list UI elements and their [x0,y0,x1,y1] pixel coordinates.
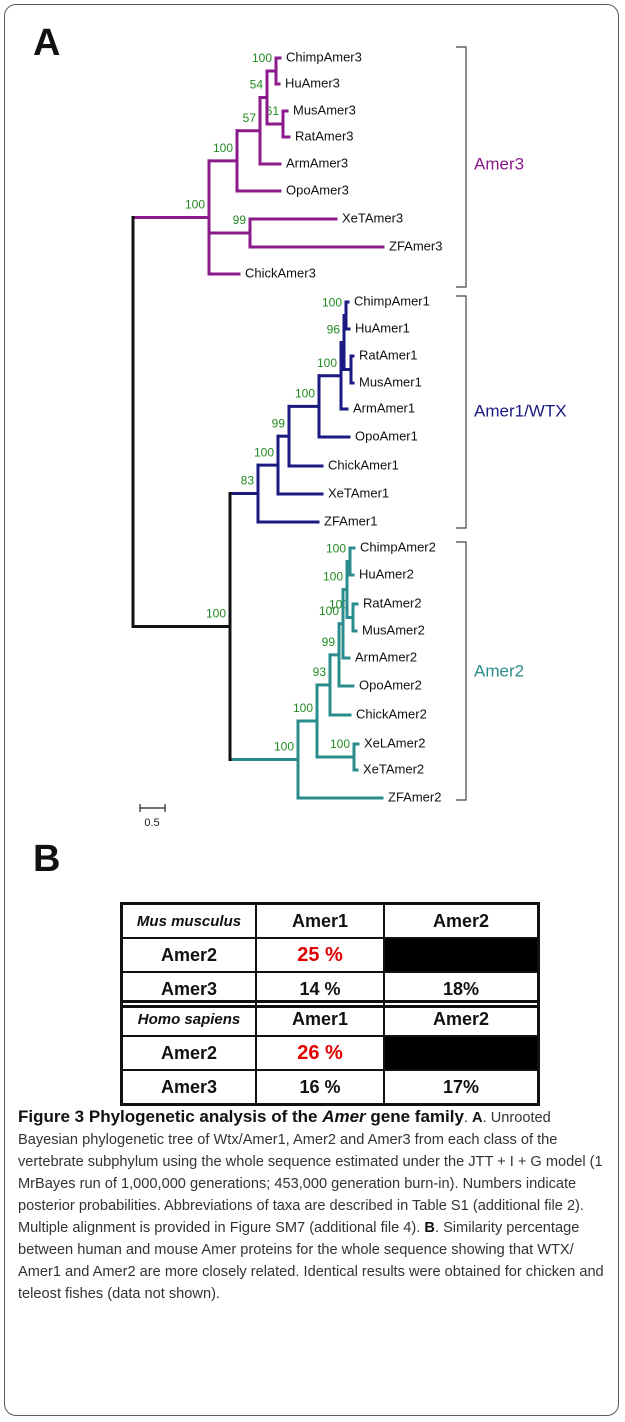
col-header-amer1: Amer1 [255,902,385,939]
cell-amer2-amer1: 26 % [255,1035,385,1071]
figure-frame [4,4,619,1416]
leaf-label: ChimpAmer2 [360,539,436,554]
leaf-label: ChickAmer1 [328,457,399,472]
table-species-label: Mus musculus [120,902,257,939]
cell-amer3-amer1: 16 % [255,1069,385,1106]
support-value: 99 [233,213,247,227]
clade-label: Amer1/WTX [474,401,567,420]
leaf-label: OpoAmer3 [286,182,349,197]
support-value: 100 [185,198,205,212]
leaf-label: XeTAmer1 [328,485,389,500]
cell-amer2-amer1: 25 % [255,937,385,973]
scale-bar-label: 0.5 [144,817,159,829]
row-header-amer3: Amer3 [120,1069,257,1106]
leaf-label: MusAmer3 [293,102,356,117]
support-value: 99 [322,635,336,649]
col-header-amer2: Amer2 [383,1000,540,1037]
similarity-table-mouse: Mus musculus Amer1 Amer2 Amer2 25 % Amer… [120,902,540,1008]
clade-label: Amer3 [474,154,524,173]
leaf-label: RatAmer1 [359,347,418,362]
support-value: 100 [206,607,226,621]
clade-bracket [456,541,467,801]
panel-a-label: A [33,22,61,64]
cell-amer2-amer2-blank [383,1035,540,1071]
leaf-label: ChimpAmer3 [286,49,362,64]
scale-bar [139,804,166,812]
leaf-label: ChickAmer2 [356,706,427,721]
leaf-label: OpoAmer2 [359,677,422,692]
support-value: 100 [330,737,350,751]
row-header-amer2: Amer2 [120,1035,257,1071]
clade-bracket [456,46,467,288]
leaf-label: MusAmer2 [362,622,425,637]
caption-panel-b-ref: B [424,1220,435,1236]
support-value: 100 [254,445,274,459]
caption-title: Figure 3 Phylogenetic analysis of the Am… [18,1107,464,1126]
support-value: 100 [322,296,342,310]
support-value: 93 [313,665,327,679]
leaf-label: OpoAmer1 [355,428,418,443]
support-value: 100 [317,356,337,370]
support-value: 100 [295,387,315,401]
leaf-label: RatAmer2 [363,595,422,610]
figure-caption: Figure 3 Phylogenetic analysis of the Am… [18,1107,604,1302]
leaf-label: ChickAmer3 [245,265,316,280]
clade-label: Amer2 [474,661,524,680]
leaf-label: MusAmer1 [359,374,422,389]
panel-b-label: B [33,838,61,880]
leaf-label: RatAmer3 [295,128,354,143]
support-value: 96 [327,323,341,337]
support-value: 100 [319,604,339,618]
caption-text-b: Similarity percentage between human and … [18,1220,604,1302]
row-header-amer2: Amer2 [120,937,257,973]
leaf-label: ZFAmer1 [324,513,377,528]
support-value: 83 [241,474,255,488]
leaf-label: XeTAmer2 [363,761,424,776]
similarity-table-human: Homo sapiens Amer1 Amer2 Amer2 26 % Amer… [120,1000,540,1106]
leaf-label: XeLAmer2 [364,735,425,750]
leaf-label: XeTAmer3 [342,210,403,225]
cell-amer3-amer2: 17% [383,1069,540,1106]
cell-amer2-amer2-blank [383,937,540,973]
leaf-label: ChimpAmer1 [354,293,430,308]
leaf-label: HuAmer1 [355,320,410,335]
leaf-label: ArmAmer1 [353,400,415,415]
support-value: 57 [243,111,257,125]
leaf-label: ZFAmer3 [389,238,442,253]
leaf-label: ArmAmer3 [286,155,348,170]
support-value: 100 [274,740,294,754]
col-header-amer1: Amer1 [255,1000,385,1037]
clade-bracket [456,295,467,529]
support-value: 100 [293,701,313,715]
support-value: 61 [266,104,280,118]
leaf-label: ZFAmer2 [388,789,441,804]
support-value: 100 [213,141,233,155]
caption-panel-a-ref: A [472,1110,483,1126]
support-value: 99 [272,416,286,430]
support-value: 100 [252,51,272,65]
leaf-label: ArmAmer2 [355,649,417,664]
caption-text-a: Unrooted Bayesian phylogenetic tree of W… [18,1110,603,1236]
table-species-label: Homo sapiens [120,1000,257,1037]
support-value: 100 [323,570,343,584]
leaf-label: HuAmer2 [359,566,414,581]
leaf-label: HuAmer3 [285,75,340,90]
support-value: 54 [250,78,264,92]
support-value: 100 [326,542,346,556]
col-header-amer2: Amer2 [383,902,540,939]
